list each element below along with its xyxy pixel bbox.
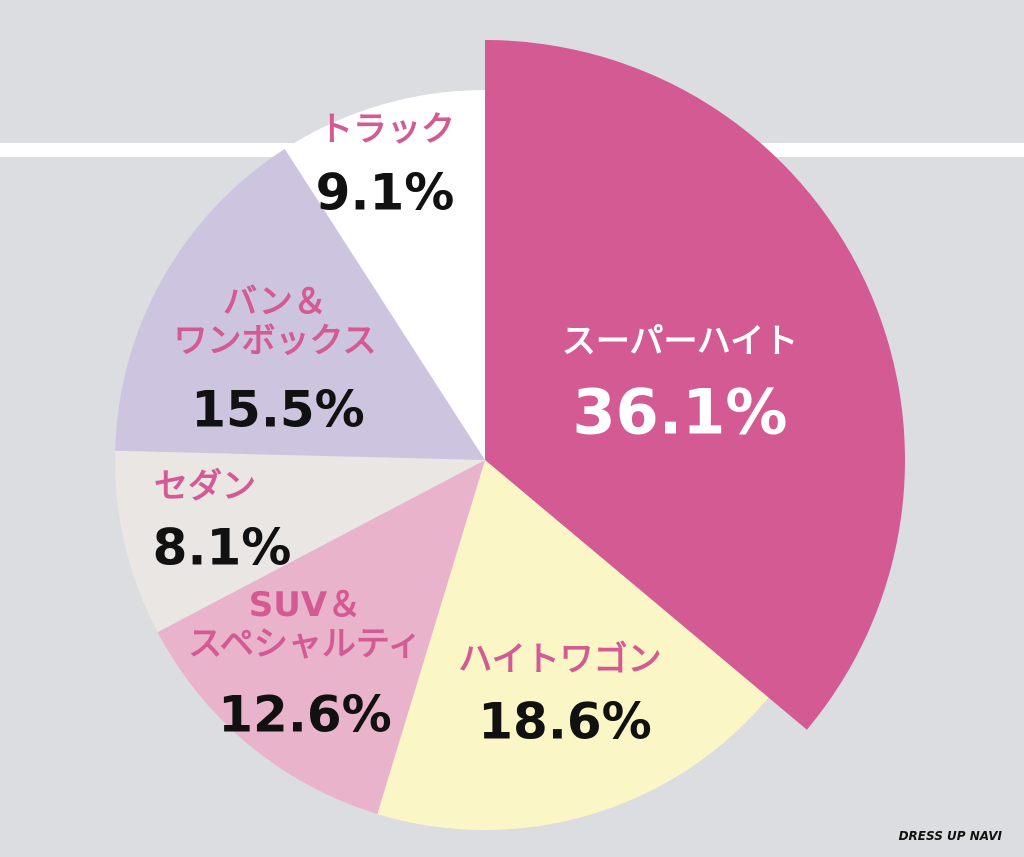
value-label: 8.1% xyxy=(152,518,292,577)
watermark: DRESS UP NAVI xyxy=(898,829,1002,843)
slice-label: SUV＆ スペシャルティ xyxy=(188,584,422,664)
value-label: 15.5% xyxy=(191,380,365,439)
slice-label: ハイトワゴン xyxy=(458,639,662,680)
slice-label: セダン xyxy=(154,466,256,507)
value-label: 18.6% xyxy=(478,692,652,751)
value-label: 12.6% xyxy=(218,685,392,744)
pie-slice xyxy=(115,148,485,460)
value-label: 9.1% xyxy=(315,163,455,222)
slice-label: トラック xyxy=(319,109,455,150)
pie-slice xyxy=(284,90,485,460)
slice-label: スーパーハイト xyxy=(561,321,799,362)
value-label: 36.1% xyxy=(572,375,788,449)
pie-slice xyxy=(157,460,485,814)
pie-slice xyxy=(377,460,769,830)
pie-slice xyxy=(485,40,906,730)
slice-label: バン＆ ワンボックス xyxy=(173,281,377,361)
pie-slice xyxy=(115,450,485,633)
